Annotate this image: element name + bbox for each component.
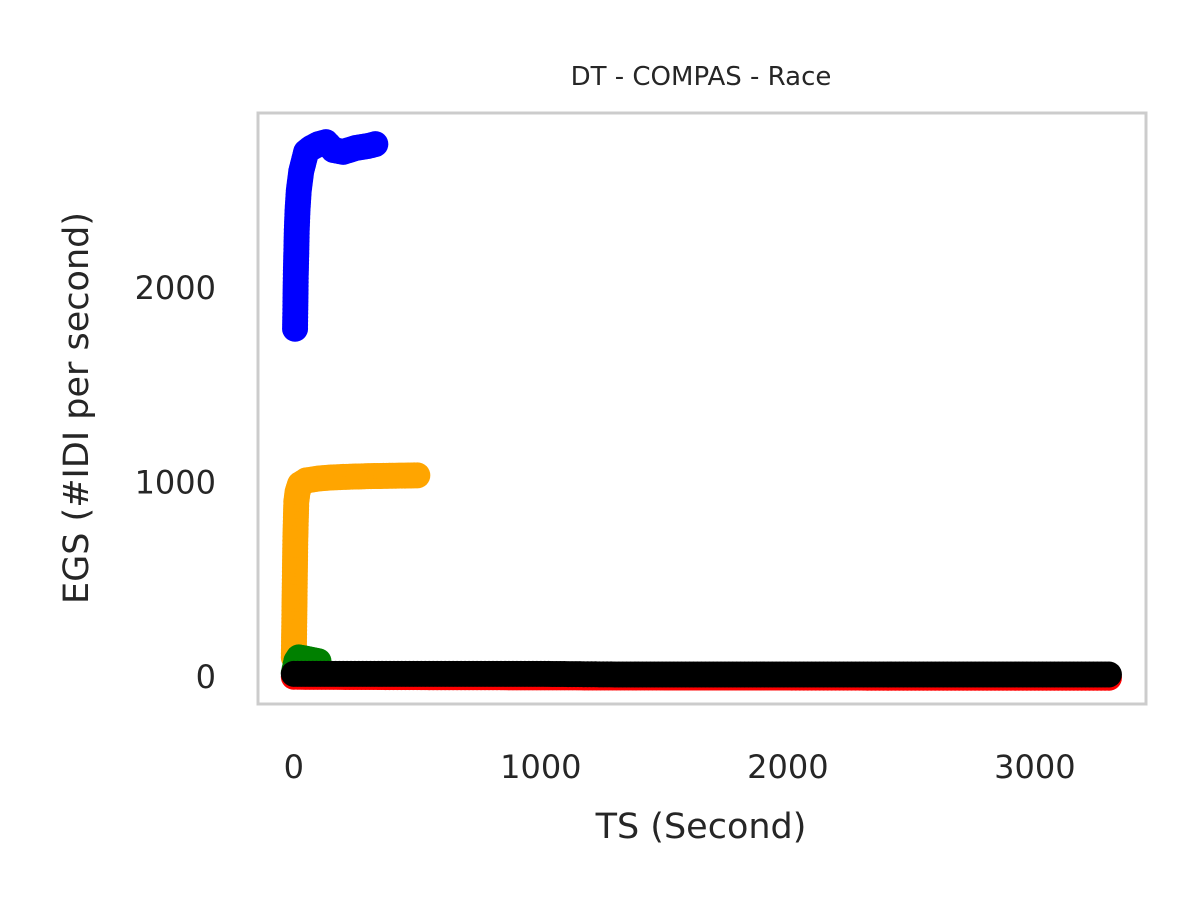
- series-4-point: [1095, 661, 1122, 688]
- series-2-point: [362, 131, 389, 158]
- axes-frame: [256, 111, 1148, 706]
- x-axis-label: TS (Second): [595, 807, 807, 847]
- y-tick-label: 1000: [135, 463, 216, 501]
- x-tick-label: 0: [284, 748, 304, 786]
- axes: 0 1000 2000 3000 0 1000 2000: [135, 111, 1148, 786]
- x-tick-label: 1000: [500, 748, 581, 786]
- series-1-line: [291, 473, 420, 660]
- x-tick-label: 3000: [994, 748, 1075, 786]
- plot-area: [280, 129, 1122, 691]
- chart-title: DT - COMPAS - Race: [571, 62, 832, 92]
- x-tick-label: 2000: [747, 748, 828, 786]
- y-tick-label: 0: [196, 658, 216, 696]
- y-tick-label: 2000: [135, 269, 216, 307]
- series-1-point: [404, 462, 431, 489]
- y-axis-label: EGS (#IDI per second): [57, 212, 97, 604]
